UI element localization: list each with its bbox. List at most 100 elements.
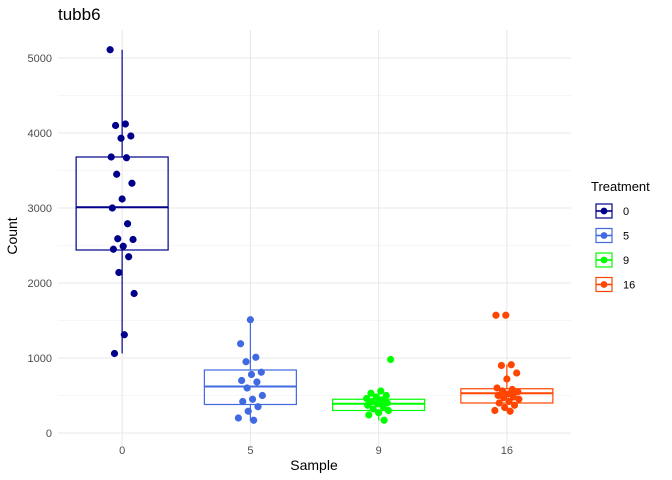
legend-label: 0 bbox=[623, 206, 629, 218]
data-point bbox=[507, 361, 515, 369]
data-point bbox=[253, 378, 261, 386]
data-point bbox=[493, 384, 501, 392]
legend-key-5: 5 bbox=[595, 227, 629, 244]
data-point bbox=[363, 394, 371, 403]
boxes bbox=[75, 49, 554, 421]
data-point bbox=[365, 411, 373, 419]
data-point bbox=[129, 235, 137, 244]
data-point bbox=[364, 401, 372, 409]
data-point bbox=[515, 395, 523, 403]
data-point bbox=[506, 407, 514, 415]
data-point bbox=[118, 195, 126, 203]
data-point bbox=[242, 358, 250, 366]
data-point bbox=[369, 405, 377, 413]
data-point bbox=[382, 391, 390, 400]
data-point bbox=[372, 393, 381, 401]
data-point bbox=[514, 388, 522, 396]
x-axis-title: Sample bbox=[290, 457, 338, 473]
y-axis-title: Count bbox=[4, 217, 20, 254]
x-tick-label: 5 bbox=[247, 445, 253, 457]
data-point bbox=[492, 311, 500, 319]
data-point bbox=[495, 399, 503, 407]
data-point bbox=[122, 154, 131, 162]
legend-key-16: 16 bbox=[595, 276, 635, 293]
data-point bbox=[111, 121, 120, 130]
legend-key-point bbox=[600, 256, 608, 264]
data-point bbox=[377, 387, 385, 395]
data-point bbox=[108, 204, 116, 212]
box-5 bbox=[203, 319, 297, 421]
data-point bbox=[109, 245, 117, 253]
data-point bbox=[387, 355, 395, 364]
data-point bbox=[375, 409, 383, 417]
data-point bbox=[244, 407, 252, 415]
legend-key-0: 0 bbox=[595, 203, 629, 219]
y-tick-label: 0 bbox=[46, 428, 52, 440]
legend-key-point bbox=[600, 281, 608, 288]
data-point bbox=[373, 400, 382, 408]
data-point bbox=[250, 416, 258, 424]
x-tick-label: 9 bbox=[376, 445, 382, 457]
box-body bbox=[75, 156, 169, 251]
data-point bbox=[491, 406, 499, 415]
data-point bbox=[505, 397, 513, 406]
legend-key-point bbox=[600, 207, 608, 215]
data-point bbox=[246, 316, 254, 324]
data-point bbox=[127, 132, 135, 140]
data-point bbox=[115, 268, 123, 277]
y-tick-label: 1000 bbox=[28, 353, 52, 365]
data-point bbox=[257, 368, 265, 376]
data-point bbox=[503, 375, 511, 383]
data-point bbox=[379, 403, 387, 411]
data-point bbox=[243, 384, 251, 392]
y-tick-label: 2000 bbox=[28, 278, 52, 290]
data-point bbox=[110, 349, 119, 358]
data-point bbox=[114, 235, 122, 243]
data-point bbox=[508, 385, 516, 394]
data-point bbox=[128, 179, 136, 187]
legend-label: 5 bbox=[623, 231, 629, 243]
data-point bbox=[252, 353, 260, 361]
legend-label: 16 bbox=[623, 280, 635, 292]
data-point bbox=[502, 311, 510, 319]
x-tick-label: 16 bbox=[501, 445, 513, 457]
y-tick-labels: 0 1000 2000 3000 4000 5000 bbox=[28, 53, 52, 440]
data-point bbox=[501, 403, 509, 412]
data-point bbox=[254, 403, 262, 411]
y-tick-label: 5000 bbox=[28, 53, 52, 65]
data-point bbox=[106, 46, 114, 54]
data-point bbox=[258, 391, 266, 400]
data-point bbox=[497, 361, 506, 370]
y-tick-label: 4000 bbox=[28, 128, 52, 140]
data-point bbox=[113, 170, 121, 178]
data-point bbox=[234, 414, 242, 422]
data-point bbox=[510, 401, 519, 409]
y-tick-label: 3000 bbox=[28, 203, 52, 215]
legend-key-point bbox=[600, 232, 608, 239]
data-point bbox=[119, 242, 127, 250]
data-point bbox=[236, 340, 245, 348]
data-point bbox=[494, 391, 502, 400]
data-point bbox=[248, 395, 257, 403]
data-point bbox=[498, 387, 507, 395]
data-point bbox=[380, 416, 388, 424]
x-tick-labels: 0 5 9 16 bbox=[119, 445, 513, 457]
data-point bbox=[123, 220, 132, 228]
legend-title: Treatment bbox=[591, 179, 650, 194]
data-point bbox=[247, 370, 256, 379]
data-point bbox=[120, 331, 128, 339]
data-point bbox=[509, 393, 518, 401]
data-point bbox=[238, 376, 246, 385]
legend-key-9: 9 bbox=[595, 252, 629, 268]
data-point bbox=[125, 253, 133, 261]
data-point bbox=[500, 394, 508, 402]
legend: Treatment 0 5 9 16 bbox=[591, 179, 650, 293]
legend-label: 9 bbox=[623, 255, 629, 267]
chart-title: tubb6 bbox=[58, 5, 101, 24]
data-point bbox=[117, 134, 125, 142]
data-points bbox=[106, 46, 523, 424]
data-point bbox=[130, 289, 138, 298]
data-point bbox=[107, 153, 115, 161]
data-point bbox=[121, 120, 129, 128]
